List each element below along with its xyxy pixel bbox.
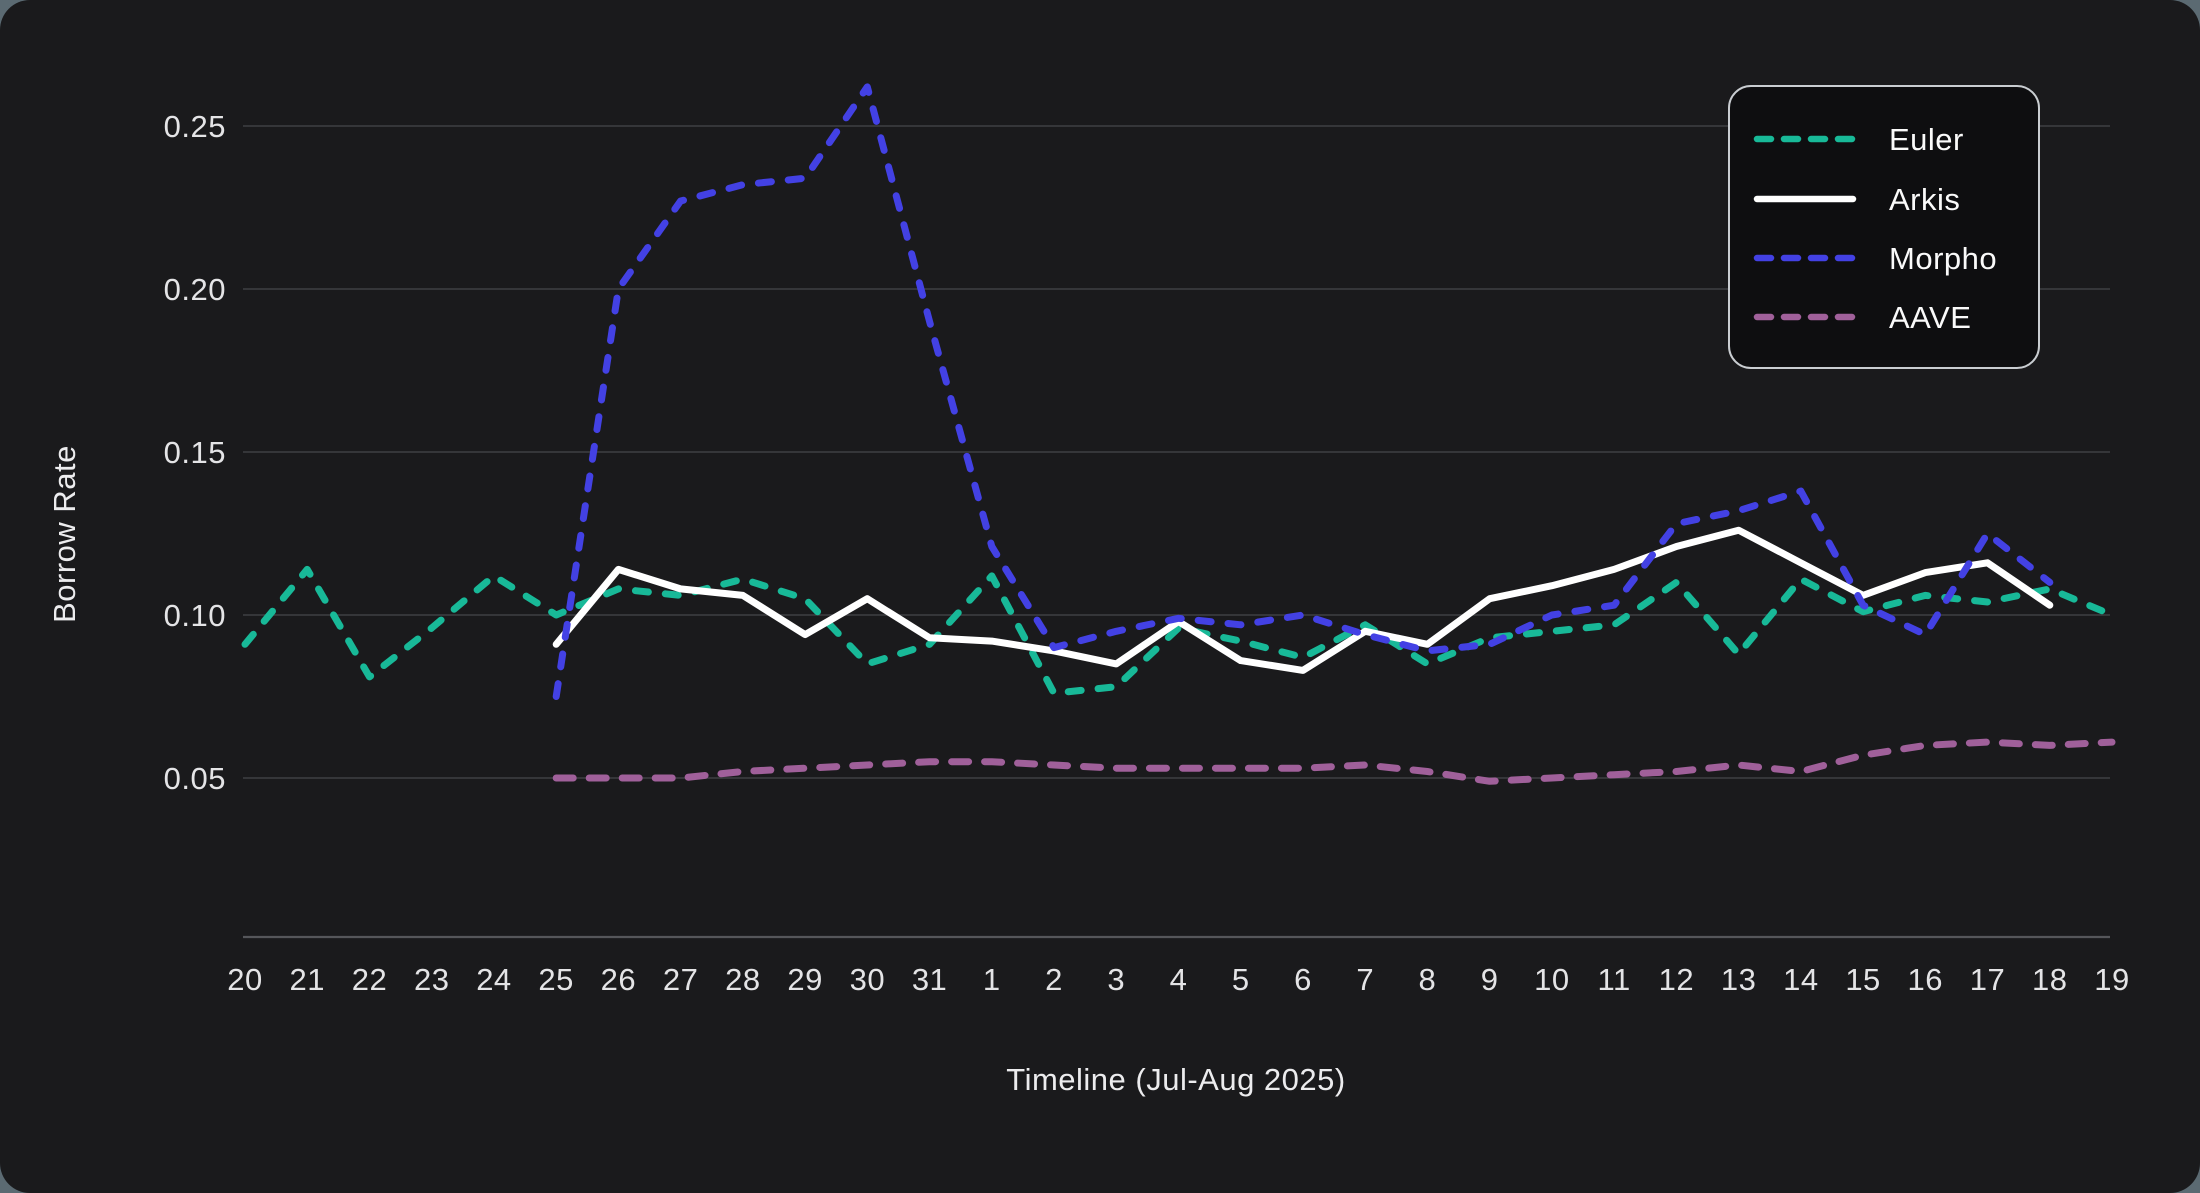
y-tick-labels: 0.05 0.10 0.15 0.20 0.25 [164,109,226,796]
x-tick-label: 25 [538,962,573,997]
legend-label-euler: Euler [1889,122,1964,157]
x-tick-label: 3 [1107,962,1125,997]
euler-series-line [241,565,2116,697]
x-tick-label: 19 [2094,962,2129,997]
x-tick-label: 31 [912,962,947,997]
y-axis-title: Borrow Rate [47,445,82,623]
legend-item-morpho: Morpho [1753,241,1997,276]
x-tick-label: 8 [1419,962,1437,997]
y-tick-label: 0.20 [164,272,226,307]
arkis-series-line [552,526,2054,674]
x-tick-label: 9 [1481,962,1499,997]
x-tick-labels: 20 21 22 23 24 25 26 27 28 29 30 31 1 2 3 4 5 6 7 8 9 10 11 12 1… [227,962,2129,997]
x-tick-label: 14 [1783,962,1818,997]
x-tick-label: 5 [1232,962,1250,997]
x-tick-label: 2 [1045,962,1063,997]
legend-item-euler: Euler [1753,122,1964,157]
x-axis-title: Timeline (Jul-Aug 2025) [1006,1062,1345,1097]
x-tick-label: 30 [850,962,885,997]
x-tick-label: 23 [414,962,449,997]
x-tick-label: 22 [352,962,387,997]
x-tick-label: 21 [289,962,324,997]
x-tick-label: 10 [1534,962,1569,997]
x-tick-label: 7 [1356,962,1374,997]
legend: Euler Arkis Morpho AAVE [1728,85,2040,369]
x-tick-label: 1 [983,962,1001,997]
x-tick-label: 27 [663,962,698,997]
aave-series-line [552,738,2116,785]
y-tick-label: 0.05 [164,761,226,796]
x-tick-label: 11 [1598,962,1631,997]
x-tick-label: 6 [1294,962,1312,997]
legend-label-arkis: Arkis [1889,182,1960,217]
y-tick-label: 0.10 [164,598,226,633]
legend-label-aave: AAVE [1889,300,1971,335]
x-tick-label: 18 [2032,962,2067,997]
x-tick-label: 28 [725,962,760,997]
x-tick-label: 4 [1170,962,1188,997]
x-tick-label: 26 [601,962,636,997]
x-tick-label: 16 [1908,962,1943,997]
legend-label-morpho: Morpho [1889,241,1997,276]
x-tick-label: 24 [476,962,511,997]
x-tick-label: 17 [1970,962,2005,997]
legend-item-arkis: Arkis [1753,182,1960,217]
y-tick-label: 0.25 [164,109,226,144]
x-tick-label: 29 [787,962,822,997]
x-tick-label: 12 [1659,962,1694,997]
x-tick-label: 15 [1845,962,1880,997]
x-tick-label: 13 [1721,962,1756,997]
x-tick-label: 20 [227,962,262,997]
y-tick-label: 0.15 [164,435,226,470]
series-lines [241,83,2116,785]
morpho-series-line [552,83,2054,700]
legend-box [1728,85,2040,369]
legend-item-aave: AAVE [1753,300,1971,335]
